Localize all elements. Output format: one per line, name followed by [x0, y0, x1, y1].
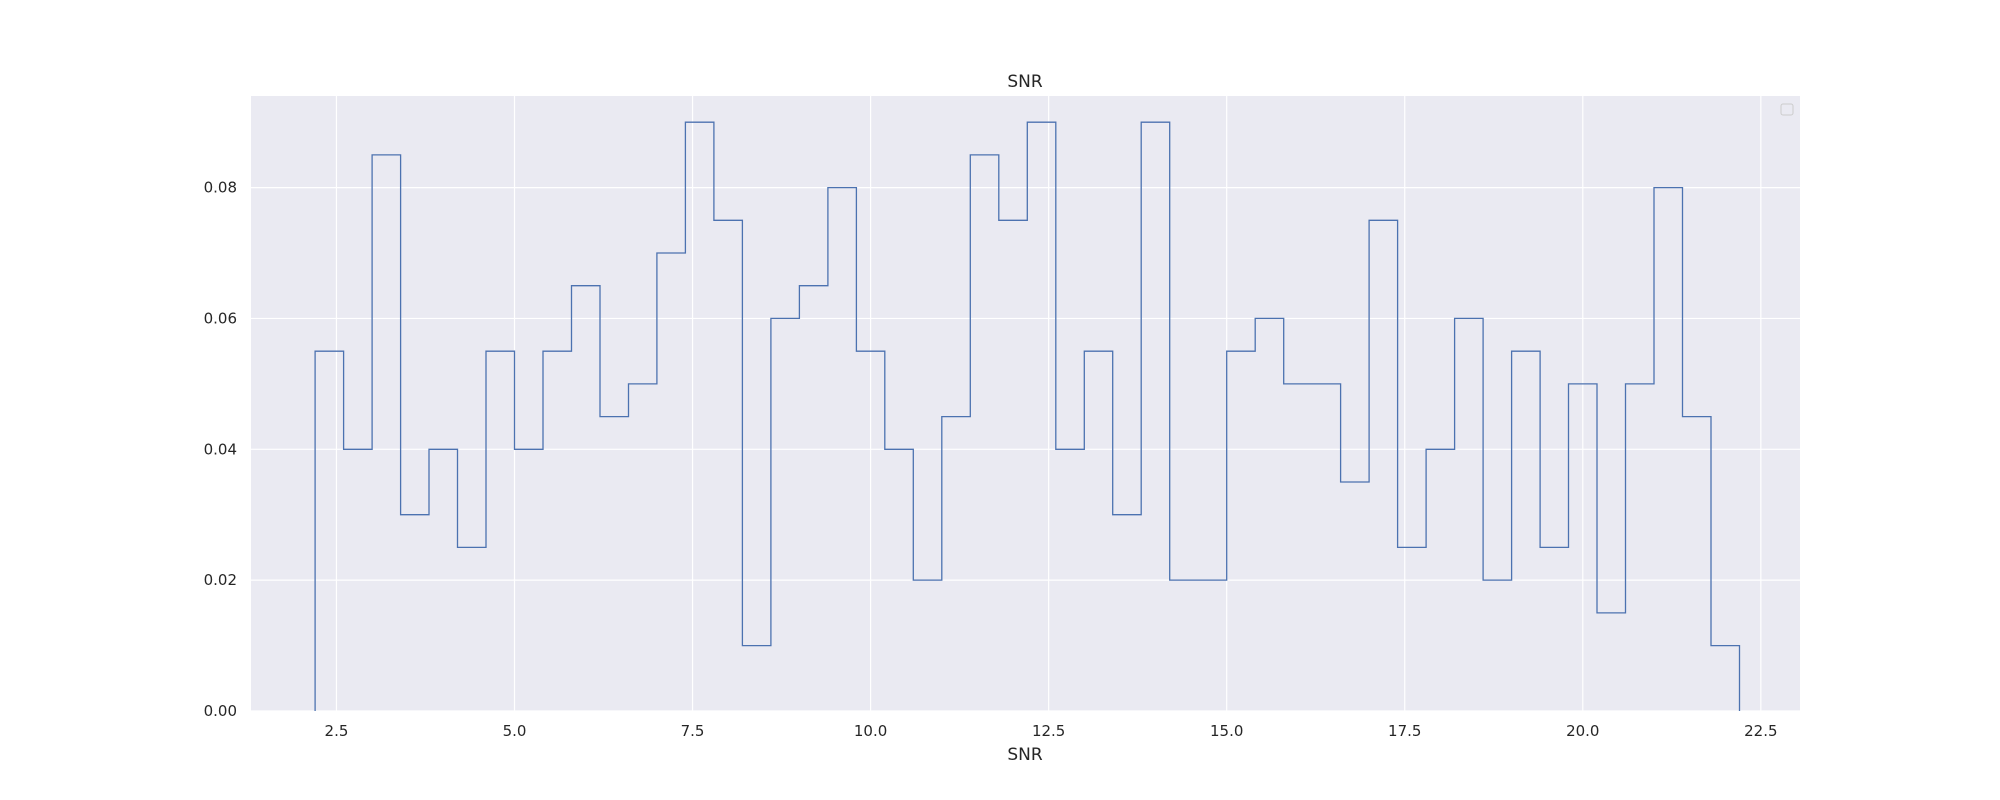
y-tick-label: 0.08 [204, 179, 237, 197]
plot-area [251, 96, 1800, 711]
x-tick-label: 22.5 [1744, 722, 1777, 740]
y-tick-label: 0.00 [204, 702, 237, 720]
grid [251, 96, 1800, 712]
x-tick-label: 12.5 [1032, 722, 1065, 740]
legend-box[interactable] [1780, 103, 1794, 116]
chart-title: SNR [1007, 72, 1043, 92]
x-tick-label: 7.5 [681, 722, 705, 740]
x-axis-label: SNR [1007, 745, 1043, 765]
series [314, 121, 1741, 711]
x-tick-labels: 2.5 5.0 7.5 10.0 12.5 15.0 17.5 20.0 22.5 [325, 722, 1778, 740]
x-tick-label: 10.0 [854, 722, 887, 740]
x-tick-label: 20.0 [1566, 722, 1599, 740]
x-tick-label: 5.0 [503, 722, 527, 740]
x-tick-label: 17.5 [1388, 722, 1421, 740]
y-tick-label: 0.06 [204, 309, 237, 327]
y-tick-label: 0.04 [204, 440, 237, 458]
x-tick-label: 15.0 [1210, 722, 1243, 740]
y-tick-labels: 0.00 0.02 0.04 0.06 0.08 [204, 179, 237, 720]
histogram-step-line [314, 121, 1741, 711]
x-tick-label: 2.5 [325, 722, 349, 740]
y-tick-label: 0.02 [204, 571, 237, 589]
